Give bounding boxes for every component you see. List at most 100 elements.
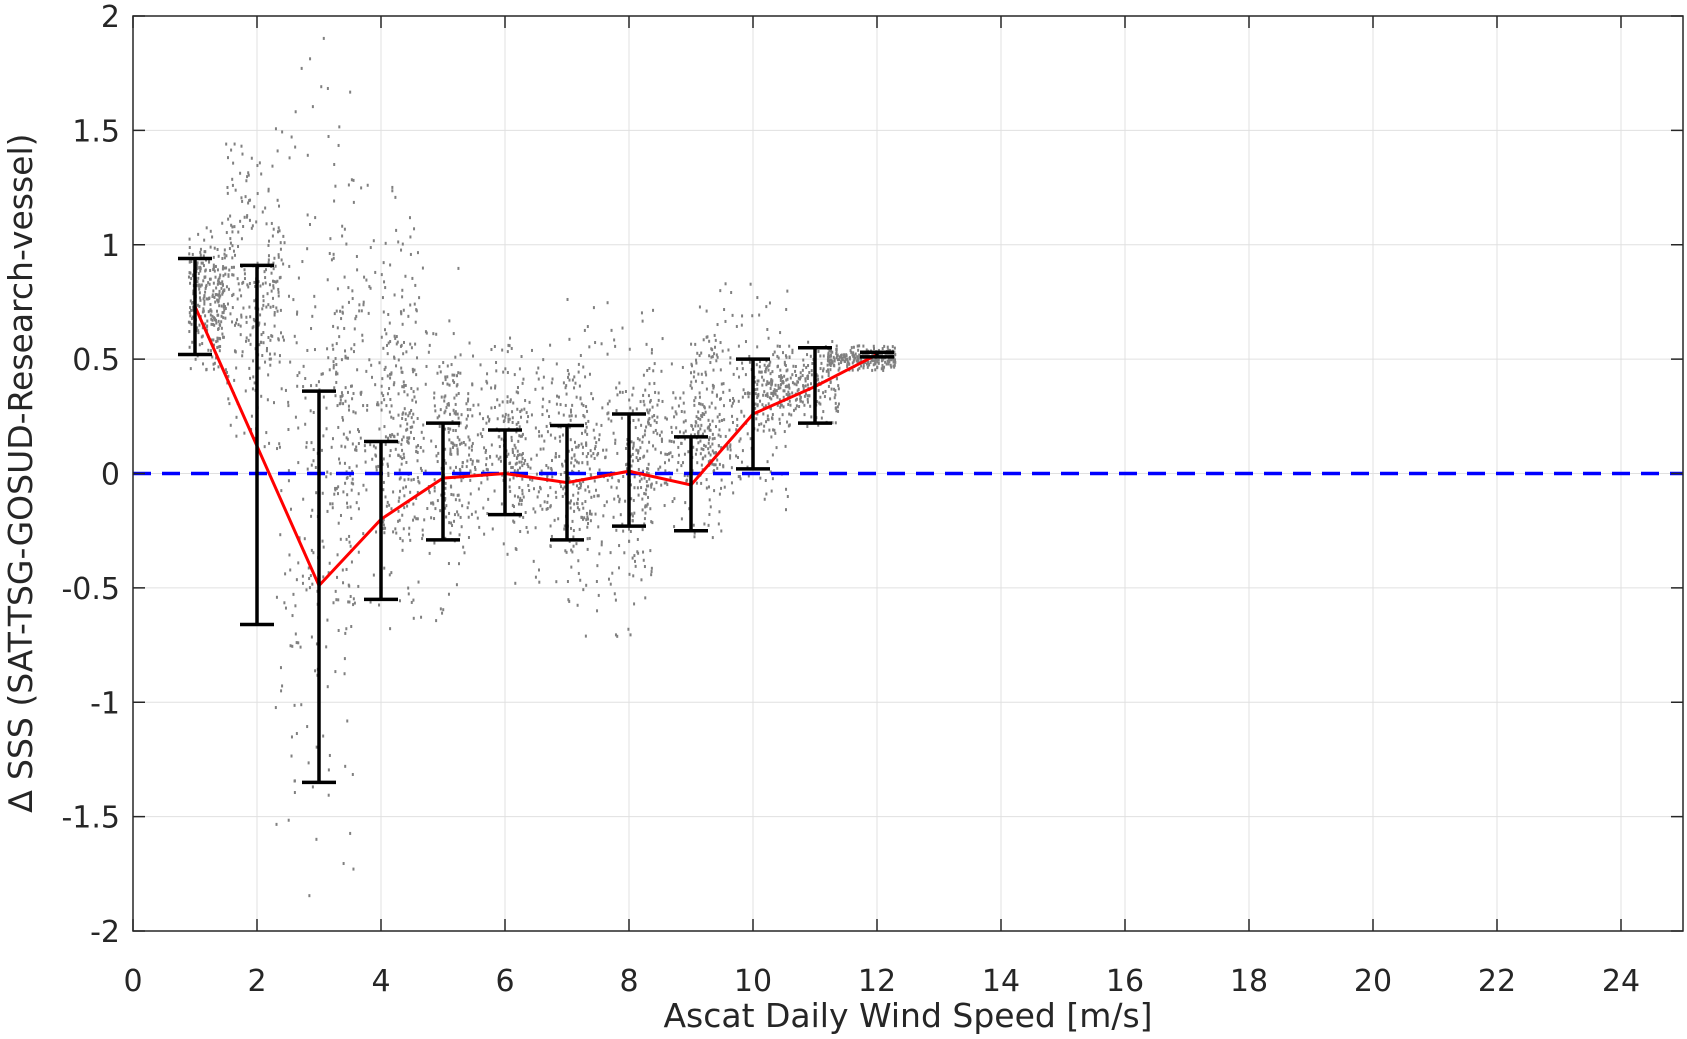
scatter-point	[568, 414, 571, 418]
scatter-point	[652, 444, 655, 448]
scatter-point	[361, 339, 364, 343]
scatter-point	[624, 499, 627, 503]
scatter-point	[857, 360, 860, 364]
scatter-point	[457, 266, 460, 270]
scatter-point	[276, 279, 279, 283]
scatter-point	[550, 534, 553, 538]
scatter-point	[353, 327, 356, 331]
scatter-point	[690, 433, 693, 437]
scatter-point	[756, 428, 759, 432]
scatter-point	[521, 464, 524, 468]
scatter-point	[327, 356, 330, 360]
scatter-point	[648, 382, 651, 386]
scatter-point	[453, 380, 456, 384]
scatter-point	[197, 283, 200, 287]
scatter-point	[726, 445, 729, 449]
scatter-point	[714, 425, 717, 429]
scatter-point	[833, 357, 836, 361]
scatter-point	[711, 449, 714, 453]
scatter-point	[472, 354, 475, 358]
scatter-point	[568, 599, 571, 603]
scatter-point	[338, 125, 341, 129]
scatter-point	[880, 352, 883, 356]
scatter-point	[408, 526, 411, 530]
scatter-point	[630, 512, 633, 516]
scatter-point	[788, 393, 791, 397]
scatter-point	[190, 322, 193, 326]
scatter-point	[384, 495, 387, 499]
scatter-point	[852, 345, 855, 349]
scatter-point	[304, 422, 307, 426]
scatter-point	[661, 399, 664, 403]
scatter-point	[805, 366, 808, 370]
scatter-point	[737, 455, 740, 459]
scatter-point	[229, 423, 232, 427]
scatter-point	[511, 416, 514, 420]
scatter-point	[288, 264, 291, 268]
scatter-point	[512, 505, 515, 509]
scatter-point	[685, 478, 688, 482]
scatter-point	[353, 343, 356, 347]
scatter-point	[366, 404, 369, 408]
scatter-point	[585, 442, 588, 446]
scatter-point	[277, 253, 280, 257]
scatter-point	[231, 177, 234, 181]
scatter-point	[465, 417, 468, 421]
scatter-point	[200, 261, 203, 265]
scatter-point	[199, 247, 202, 251]
scatter-point	[783, 374, 786, 378]
scatter-point	[841, 356, 844, 360]
scatter-point	[695, 421, 698, 425]
scatter-point	[401, 385, 404, 389]
scatter-point	[221, 291, 224, 295]
scatter-point	[586, 537, 589, 541]
scatter-point	[465, 465, 468, 469]
scatter-point	[503, 419, 506, 423]
scatter-point	[729, 456, 732, 460]
scatter-point	[872, 344, 875, 348]
scatter-point	[351, 397, 354, 401]
scatter-point	[222, 265, 225, 269]
scatter-point	[532, 487, 535, 491]
scatter-point	[877, 358, 880, 362]
scatter-point	[334, 488, 337, 492]
scatter-point	[226, 156, 229, 160]
scatter-point	[521, 381, 524, 385]
scatter-point	[575, 395, 578, 399]
scatter-point	[573, 375, 576, 379]
scatter-point	[237, 245, 240, 249]
scatter-point	[576, 460, 579, 464]
scatter-point	[817, 423, 820, 427]
scatter-point	[190, 317, 193, 321]
scatter-point	[868, 362, 871, 366]
scatter-point	[570, 410, 573, 414]
scatter-point	[571, 550, 574, 554]
scatter-point	[516, 468, 519, 472]
scatter-point	[277, 230, 280, 234]
scatter-point	[582, 480, 585, 484]
scatter-point	[243, 272, 246, 276]
scatter-point	[247, 173, 250, 177]
scatter-point	[441, 381, 444, 385]
scatter-point	[220, 326, 223, 330]
scatter-point	[859, 357, 862, 361]
scatter-point	[188, 311, 191, 315]
scatter-point	[413, 302, 416, 306]
scatter-point	[729, 356, 732, 360]
scatter-point	[301, 260, 304, 264]
scatter-point	[476, 516, 479, 520]
scatter-point	[786, 289, 789, 293]
scatter-point	[810, 369, 813, 373]
scatter-point	[211, 355, 214, 359]
scatter-point	[521, 488, 524, 492]
scatter-point	[253, 280, 256, 284]
scatter-point	[549, 433, 552, 437]
scatter-point	[838, 358, 841, 362]
scatter-point	[281, 130, 284, 134]
scatter-point	[722, 404, 725, 408]
scatter-point	[520, 502, 523, 506]
scatter-point	[647, 467, 650, 471]
scatter-point	[682, 401, 685, 405]
scatter-point	[456, 412, 459, 416]
scatter-point	[810, 382, 813, 386]
